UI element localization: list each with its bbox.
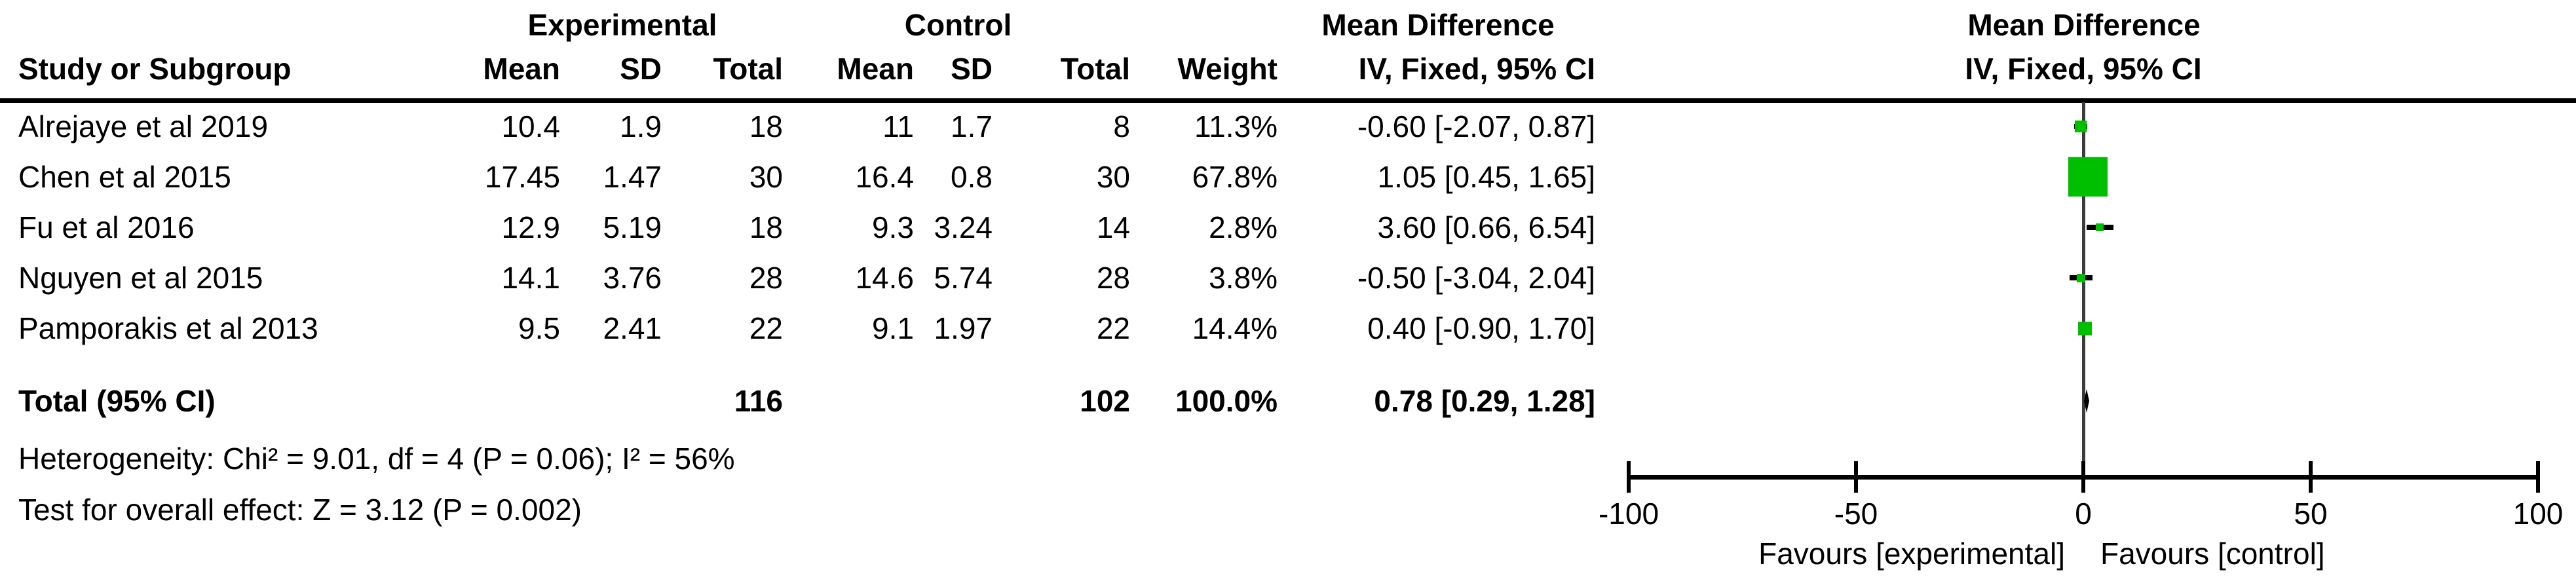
weight-value: 2.8% <box>1209 210 1278 244</box>
exp-sd: 1.47 <box>603 160 662 194</box>
column-header-ci: IV, Fixed, 95% CI <box>1358 52 1595 86</box>
ci-text: 0.40 [-0.90, 1.70] <box>1367 311 1595 345</box>
effect-square <box>2096 223 2104 231</box>
group-header-mean-difference-plot: Mean Difference <box>1967 8 2201 42</box>
total-label: Total (95% CI) <box>18 384 216 418</box>
control-mean: 11 <box>882 109 914 143</box>
column-header-mean_c: Mean <box>837 52 914 86</box>
column-header-sd_e: SD <box>620 52 662 86</box>
column-header-ci-plot: IV, Fixed, 95% CI <box>1965 52 2202 86</box>
group-header-experimental: Experimental <box>527 8 717 42</box>
study-name: Pamporakis et al 2013 <box>18 311 318 345</box>
study-name: Chen et al 2015 <box>18 160 231 194</box>
ci-text: 1.05 [0.45, 1.65] <box>1377 160 1596 194</box>
axis-tick-label: 50 <box>2294 497 2328 531</box>
control-sd: 1.97 <box>934 311 993 345</box>
control-mean: 14.6 <box>855 261 914 295</box>
column-header-total_e: Total <box>713 52 783 86</box>
exp-sd: 5.19 <box>603 210 662 244</box>
exp-mean: 10.4 <box>501 109 560 143</box>
total-ci-text: 0.78 [0.29, 1.28] <box>1374 384 1595 418</box>
exp-sd: 1.9 <box>620 109 662 143</box>
effect-square <box>2075 121 2087 132</box>
weight-value: 14.4% <box>1192 311 1278 345</box>
exp-total: 30 <box>749 160 783 194</box>
axis-tick <box>1854 461 1858 493</box>
control-total: 22 <box>1096 311 1130 345</box>
total-exp-total: 116 <box>734 384 783 418</box>
zero-effect-line <box>2082 102 2085 475</box>
control-total: 14 <box>1096 210 1130 244</box>
axis-tick-label: 0 <box>2075 497 2092 531</box>
study-name: Nguyen et al 2015 <box>18 261 263 295</box>
effect-square <box>2078 322 2092 335</box>
control-mean: 9.3 <box>872 210 914 244</box>
exp-total: 28 <box>749 261 783 295</box>
favours-experimental-label: Favours [experimental] <box>1758 537 2065 571</box>
group-header-control: Control <box>904 8 1012 42</box>
weight-value: 67.8% <box>1192 160 1278 194</box>
overall-effect-text: Test for overall effect: Z = 3.12 (P = 0… <box>18 493 582 527</box>
column-header-total_c: Total <box>1060 52 1130 86</box>
total-diamond <box>2084 389 2089 413</box>
total-control-total: 102 <box>1080 384 1130 418</box>
control-sd: 1.7 <box>951 109 993 143</box>
ci-text: -0.60 [-2.07, 0.87] <box>1357 109 1595 143</box>
exp-mean: 9.5 <box>518 311 560 345</box>
exp-mean: 12.9 <box>501 210 560 244</box>
exp-total: 18 <box>749 210 783 244</box>
weight-value: 3.8% <box>1209 261 1278 295</box>
exp-mean: 17.45 <box>484 160 560 194</box>
exp-sd: 3.76 <box>603 261 662 295</box>
column-header-study: Study or Subgroup <box>18 52 292 86</box>
axis-tick <box>2536 461 2540 493</box>
exp-total: 18 <box>749 109 783 143</box>
axis-tick-label: -50 <box>1834 497 1878 531</box>
header-divider-line <box>0 98 2576 103</box>
column-header-mean_e: Mean <box>483 52 560 86</box>
control-mean: 16.4 <box>855 160 914 194</box>
control-total: 8 <box>1113 109 1130 143</box>
study-name: Alrejaye et al 2019 <box>18 109 269 143</box>
axis-tick <box>2081 461 2085 493</box>
control-sd: 3.24 <box>934 210 993 244</box>
exp-sd: 2.41 <box>603 311 662 345</box>
total-weight: 100.0% <box>1175 384 1278 418</box>
control-total: 30 <box>1096 160 1130 194</box>
axis-tick-label: 100 <box>2512 497 2564 531</box>
control-sd: 5.74 <box>934 261 993 295</box>
exp-total: 22 <box>749 311 783 345</box>
weight-value: 11.3% <box>1194 109 1278 143</box>
axis-tick-label: -100 <box>1598 497 1659 531</box>
control-sd: 0.8 <box>951 160 993 194</box>
ci-text: 3.60 [0.66, 6.54] <box>1377 210 1596 244</box>
axis-tick <box>2309 461 2313 493</box>
column-header-weight: Weight <box>1177 52 1278 86</box>
group-header-mean-difference-table: Mean Difference <box>1321 8 1555 42</box>
effect-square <box>2068 157 2108 197</box>
axis-tick <box>1627 461 1631 493</box>
favours-control-label: Favours [control] <box>2100 537 2325 571</box>
column-header-sd_c: SD <box>951 52 993 86</box>
control-mean: 9.1 <box>872 311 914 345</box>
control-total: 28 <box>1096 261 1130 295</box>
effect-square <box>2077 274 2085 282</box>
heterogeneity-text: Heterogeneity: Chi² = 9.01, df = 4 (P = … <box>18 442 735 476</box>
ci-text: -0.50 [-3.04, 2.04] <box>1357 261 1595 295</box>
exp-mean: 14.1 <box>501 261 560 295</box>
study-name: Fu et al 2016 <box>18 210 195 244</box>
